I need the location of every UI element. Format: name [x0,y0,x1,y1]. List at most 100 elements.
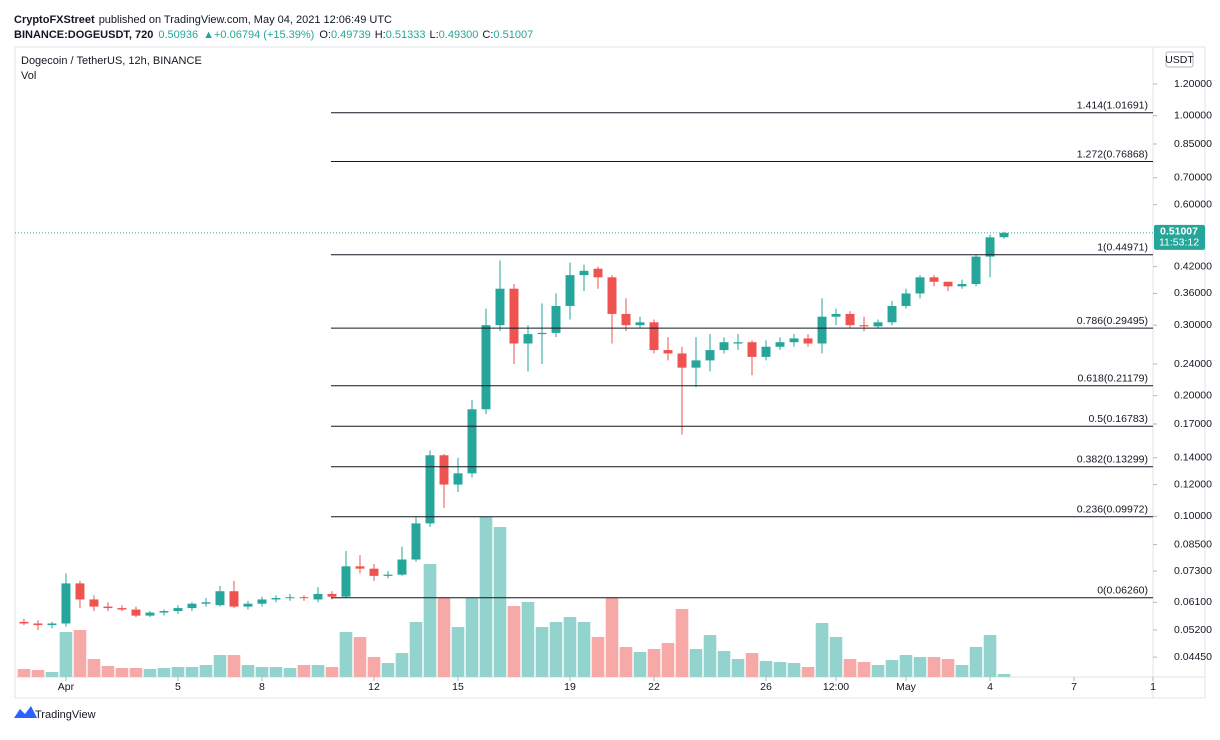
x-tick-label: 26 [760,681,772,693]
volume-bar [367,657,381,677]
x-tick-label: 19 [564,681,576,693]
candle-body [103,606,113,609]
candle-body [285,597,295,599]
volume-bar [283,668,297,677]
low-label: L: [429,29,438,41]
candle-body [411,523,421,560]
candle-body [215,591,225,606]
volume-bar [899,655,913,677]
y-tick-label: 1.20000 [1174,78,1212,90]
close: 0.51007 [493,29,533,41]
volume-bar [465,598,479,677]
x-tick-label: 5 [175,681,181,693]
candle-body [355,566,365,569]
candle-body [649,322,659,351]
volume-bar [619,647,633,677]
y-tick-label: 0.24000 [1174,358,1212,370]
candle-body [929,277,939,282]
candle-body [75,583,85,600]
volume-bar [311,665,325,677]
candle-body [943,281,953,287]
candle-body [481,325,491,410]
plot: 1.414(1.01691) 1.272(0.76868) 1(0.44971) 0.… [15,100,1153,677]
volume-bar [59,632,73,677]
open-label: O: [319,29,331,41]
volume-bar [87,659,101,677]
volume-bar [927,657,941,677]
x-tick-label: 7 [1071,681,1077,693]
volume-bar [325,667,339,677]
volume-bar [787,663,801,677]
y-tick-label: 0.60000 [1174,198,1212,210]
volume-bar [997,674,1011,677]
candle-body [971,256,981,285]
volume-bar [185,667,199,677]
candle-body [887,305,897,323]
volume-bar [549,622,563,677]
high: 0.51333 [386,29,426,41]
candle-body [313,593,323,600]
candle-body [663,350,673,354]
candle-body [131,609,141,616]
candle-body [173,608,183,612]
footer: TradingView [14,706,96,721]
volume-bar [577,622,591,677]
candle-body [803,338,813,344]
x-tick-label: 12 [368,681,380,693]
candle-body [579,270,589,276]
close-label: C: [482,29,493,41]
candle-body [495,288,505,326]
candle-body [719,342,729,351]
candle-body [789,338,799,343]
candle-body [859,325,869,327]
volume-bar [73,630,87,677]
price-label-box [1154,224,1205,250]
volume-bar [731,659,745,677]
fib-label: 0.5(0.16783) [1088,413,1148,425]
volume-bar [535,627,549,677]
volume-bar [157,668,171,677]
header-line: CryptoFXStreet published on TradingView.c… [14,14,392,26]
volume-bar [913,657,927,677]
volume-bar [423,564,437,677]
volume-bar [507,606,521,677]
candle-body [439,455,449,485]
candle-body [33,623,43,626]
y-tick-label: 0.36000 [1174,287,1212,299]
candle-body [691,360,701,368]
brand: TradingView [35,709,96,721]
volume-bar [129,668,143,677]
volume-bar [451,627,465,677]
volume-bar [759,661,773,677]
x-tick-label: 4 [987,681,993,693]
candle-body [607,277,617,314]
candle-body [117,608,127,610]
y-tick-label: 0.70000 [1174,172,1212,184]
volume-bar [885,660,899,677]
x-tick-label: May [896,681,917,693]
candle-body [621,313,631,326]
x-tick-label: 22 [648,681,660,693]
candle-body [159,611,169,613]
volume-bar [647,649,661,677]
candle-body [831,313,841,317]
frame [14,46,1206,699]
candle-body [271,598,281,600]
volume-bar [591,637,605,677]
symbol: BINANCE:DOGEUSDT, 720 [14,29,153,41]
candle-body [817,316,827,344]
candle-body [915,277,925,294]
candle-body [201,602,211,604]
volume-bar [521,602,535,677]
unit: USDT [1165,54,1194,66]
volume-bar [745,653,759,677]
volume-bar [633,652,647,677]
volume-bar [45,672,59,677]
candle-body [593,268,603,278]
candle-body [425,455,435,524]
volume-bar [703,635,717,677]
volume-bar [843,659,857,677]
volume-bar [353,637,367,677]
